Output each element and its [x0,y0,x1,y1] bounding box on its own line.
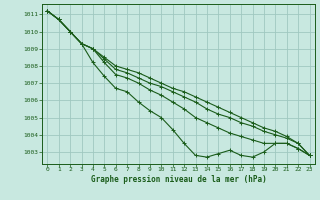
X-axis label: Graphe pression niveau de la mer (hPa): Graphe pression niveau de la mer (hPa) [91,175,266,184]
